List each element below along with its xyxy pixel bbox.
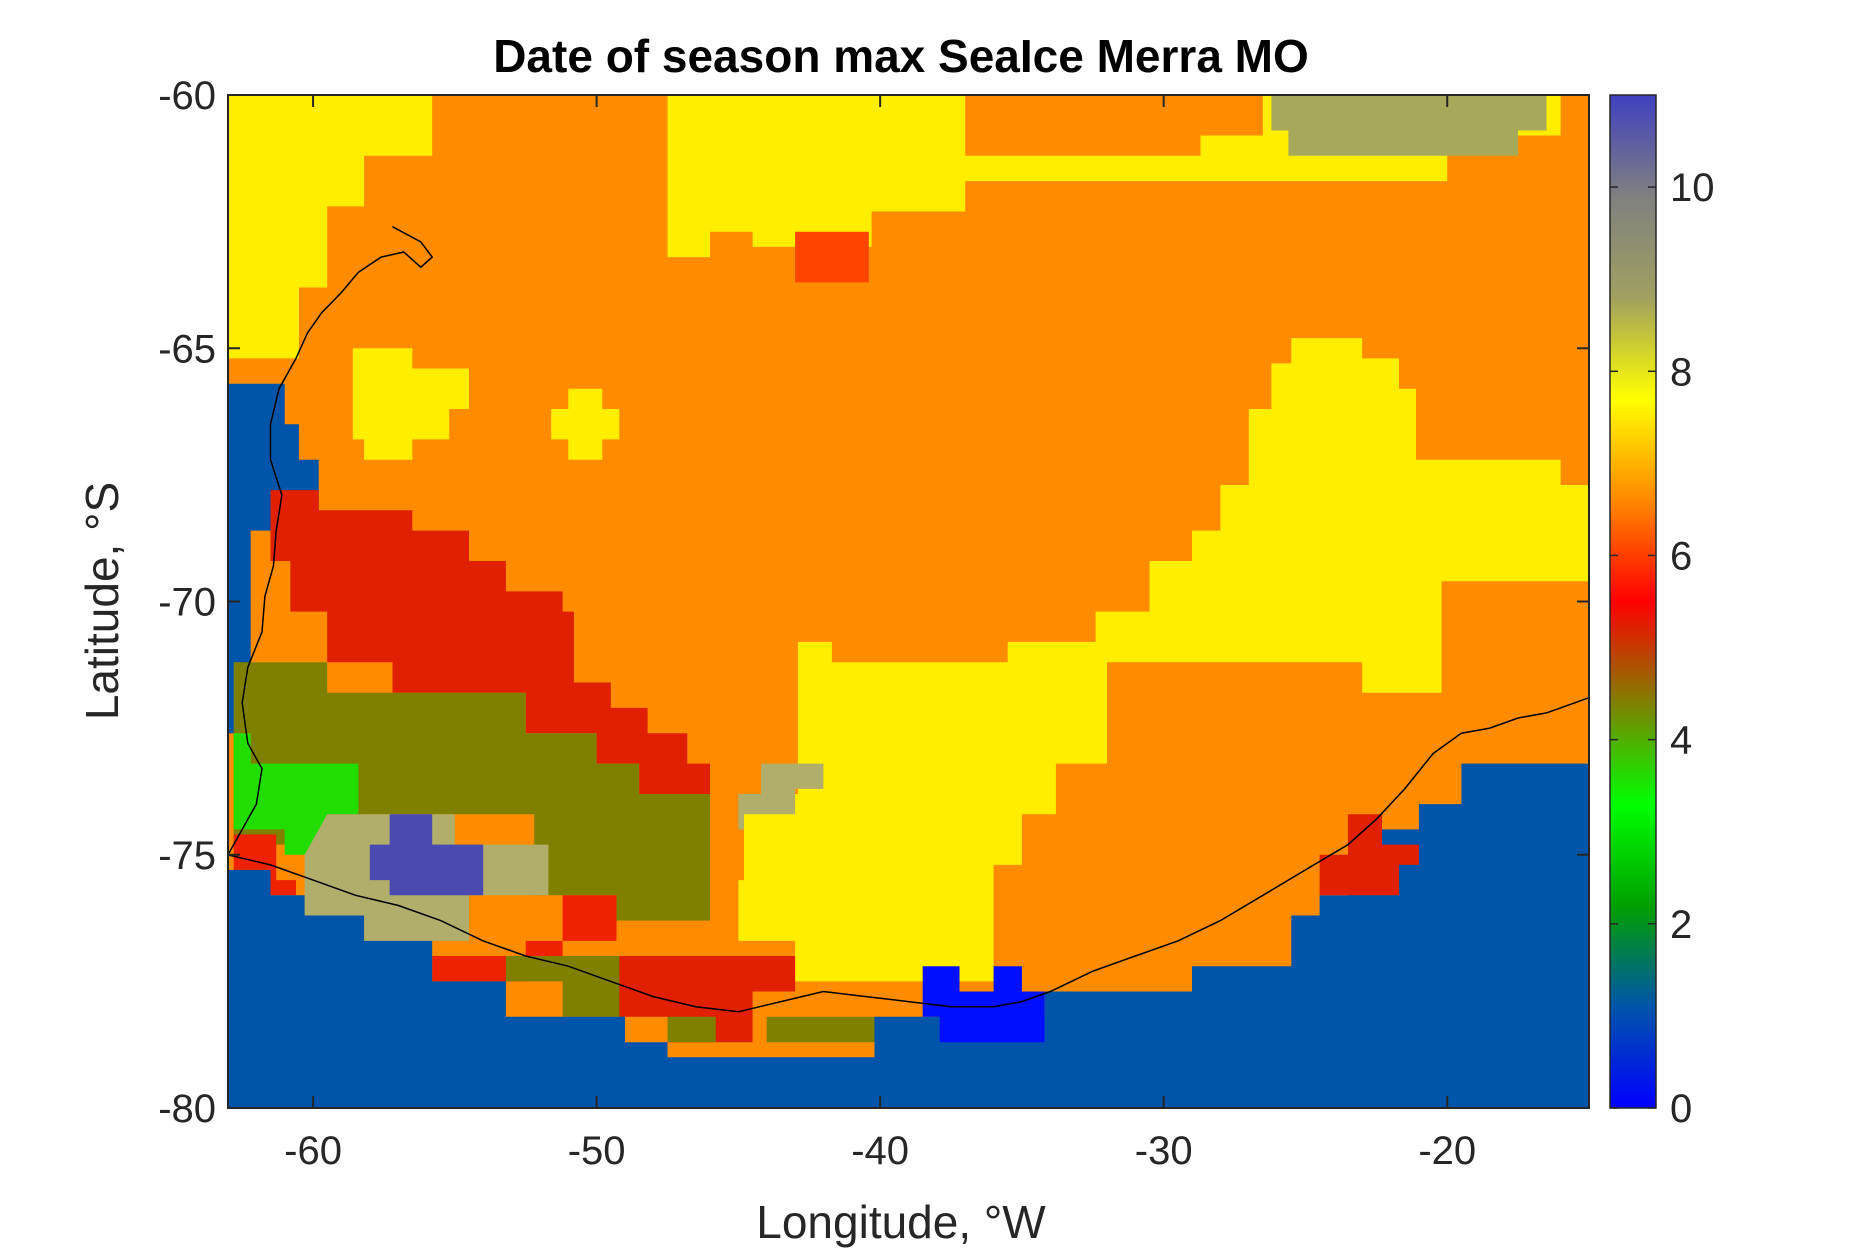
y-tick-label: -65 bbox=[158, 327, 216, 371]
colorbar-tick-label: 0 bbox=[1670, 1087, 1692, 1131]
region-green-west bbox=[233, 733, 359, 855]
region-yellow-east-band bbox=[738, 338, 1589, 982]
region-red-south-coast bbox=[432, 895, 617, 982]
y-tick-label: -80 bbox=[158, 1087, 216, 1131]
colorbar-tick-label: 4 bbox=[1670, 719, 1692, 763]
region-olive-south-right bbox=[766, 1016, 875, 1043]
region-blue-south bbox=[228, 763, 1589, 1108]
colorbar bbox=[1609, 94, 1657, 1109]
region-yellow-blob-small bbox=[551, 388, 620, 460]
coastline bbox=[228, 696, 1589, 1013]
y-tick-label: -75 bbox=[158, 834, 216, 878]
region-khaki-center bbox=[738, 763, 824, 830]
colorbar-tick-label: 10 bbox=[1670, 166, 1715, 210]
region-red-small-north bbox=[795, 231, 869, 283]
colorbar-tick-label: 8 bbox=[1670, 350, 1692, 394]
chart-title: Date of season max SeaIce Merra MO bbox=[493, 30, 1309, 82]
y-axis-label: Latitude, °S bbox=[76, 482, 128, 720]
region-blue-west-coast bbox=[228, 383, 319, 734]
x-tick-label: -40 bbox=[851, 1129, 909, 1173]
y-tick-label: -60 bbox=[158, 74, 216, 118]
y-tick-label: -70 bbox=[158, 581, 216, 625]
region-red-west bbox=[270, 490, 710, 794]
colorbar-tick-label: 2 bbox=[1670, 903, 1692, 947]
region-bright-blue-south bbox=[922, 966, 1045, 1043]
plot-area bbox=[228, 95, 1589, 1108]
region-red-east-coast bbox=[1319, 814, 1419, 896]
peninsula-coastline bbox=[228, 226, 434, 856]
x-tick-label: -60 bbox=[284, 1129, 342, 1173]
region-yellow-northwest bbox=[228, 95, 433, 359]
region-olive-north-right bbox=[1271, 95, 1547, 156]
colorbar-axis: 0 2 4 6 8 10 bbox=[1610, 166, 1715, 1131]
y-axis: -60 -65 -70 -75 -80 bbox=[158, 74, 1589, 1131]
x-tick-label: -30 bbox=[1135, 1129, 1193, 1173]
region-red-south-center bbox=[619, 956, 796, 1043]
x-tick-label: -50 bbox=[568, 1129, 626, 1173]
x-tick-label: -20 bbox=[1418, 1129, 1476, 1173]
region-purple-southwest bbox=[369, 814, 484, 896]
x-axis-label: Longitude, °W bbox=[756, 1196, 1046, 1248]
colorbar-tick-label: 6 bbox=[1670, 534, 1692, 578]
region-yellow-blob-west bbox=[352, 348, 469, 460]
x-axis: -60 -50 -40 -30 -20 bbox=[284, 95, 1476, 1173]
region-red-southwest-coast bbox=[233, 834, 296, 896]
region-yellow-north-center bbox=[667, 95, 1448, 258]
region-olive-west bbox=[233, 662, 710, 921]
region-olive-south-small bbox=[667, 1016, 716, 1043]
